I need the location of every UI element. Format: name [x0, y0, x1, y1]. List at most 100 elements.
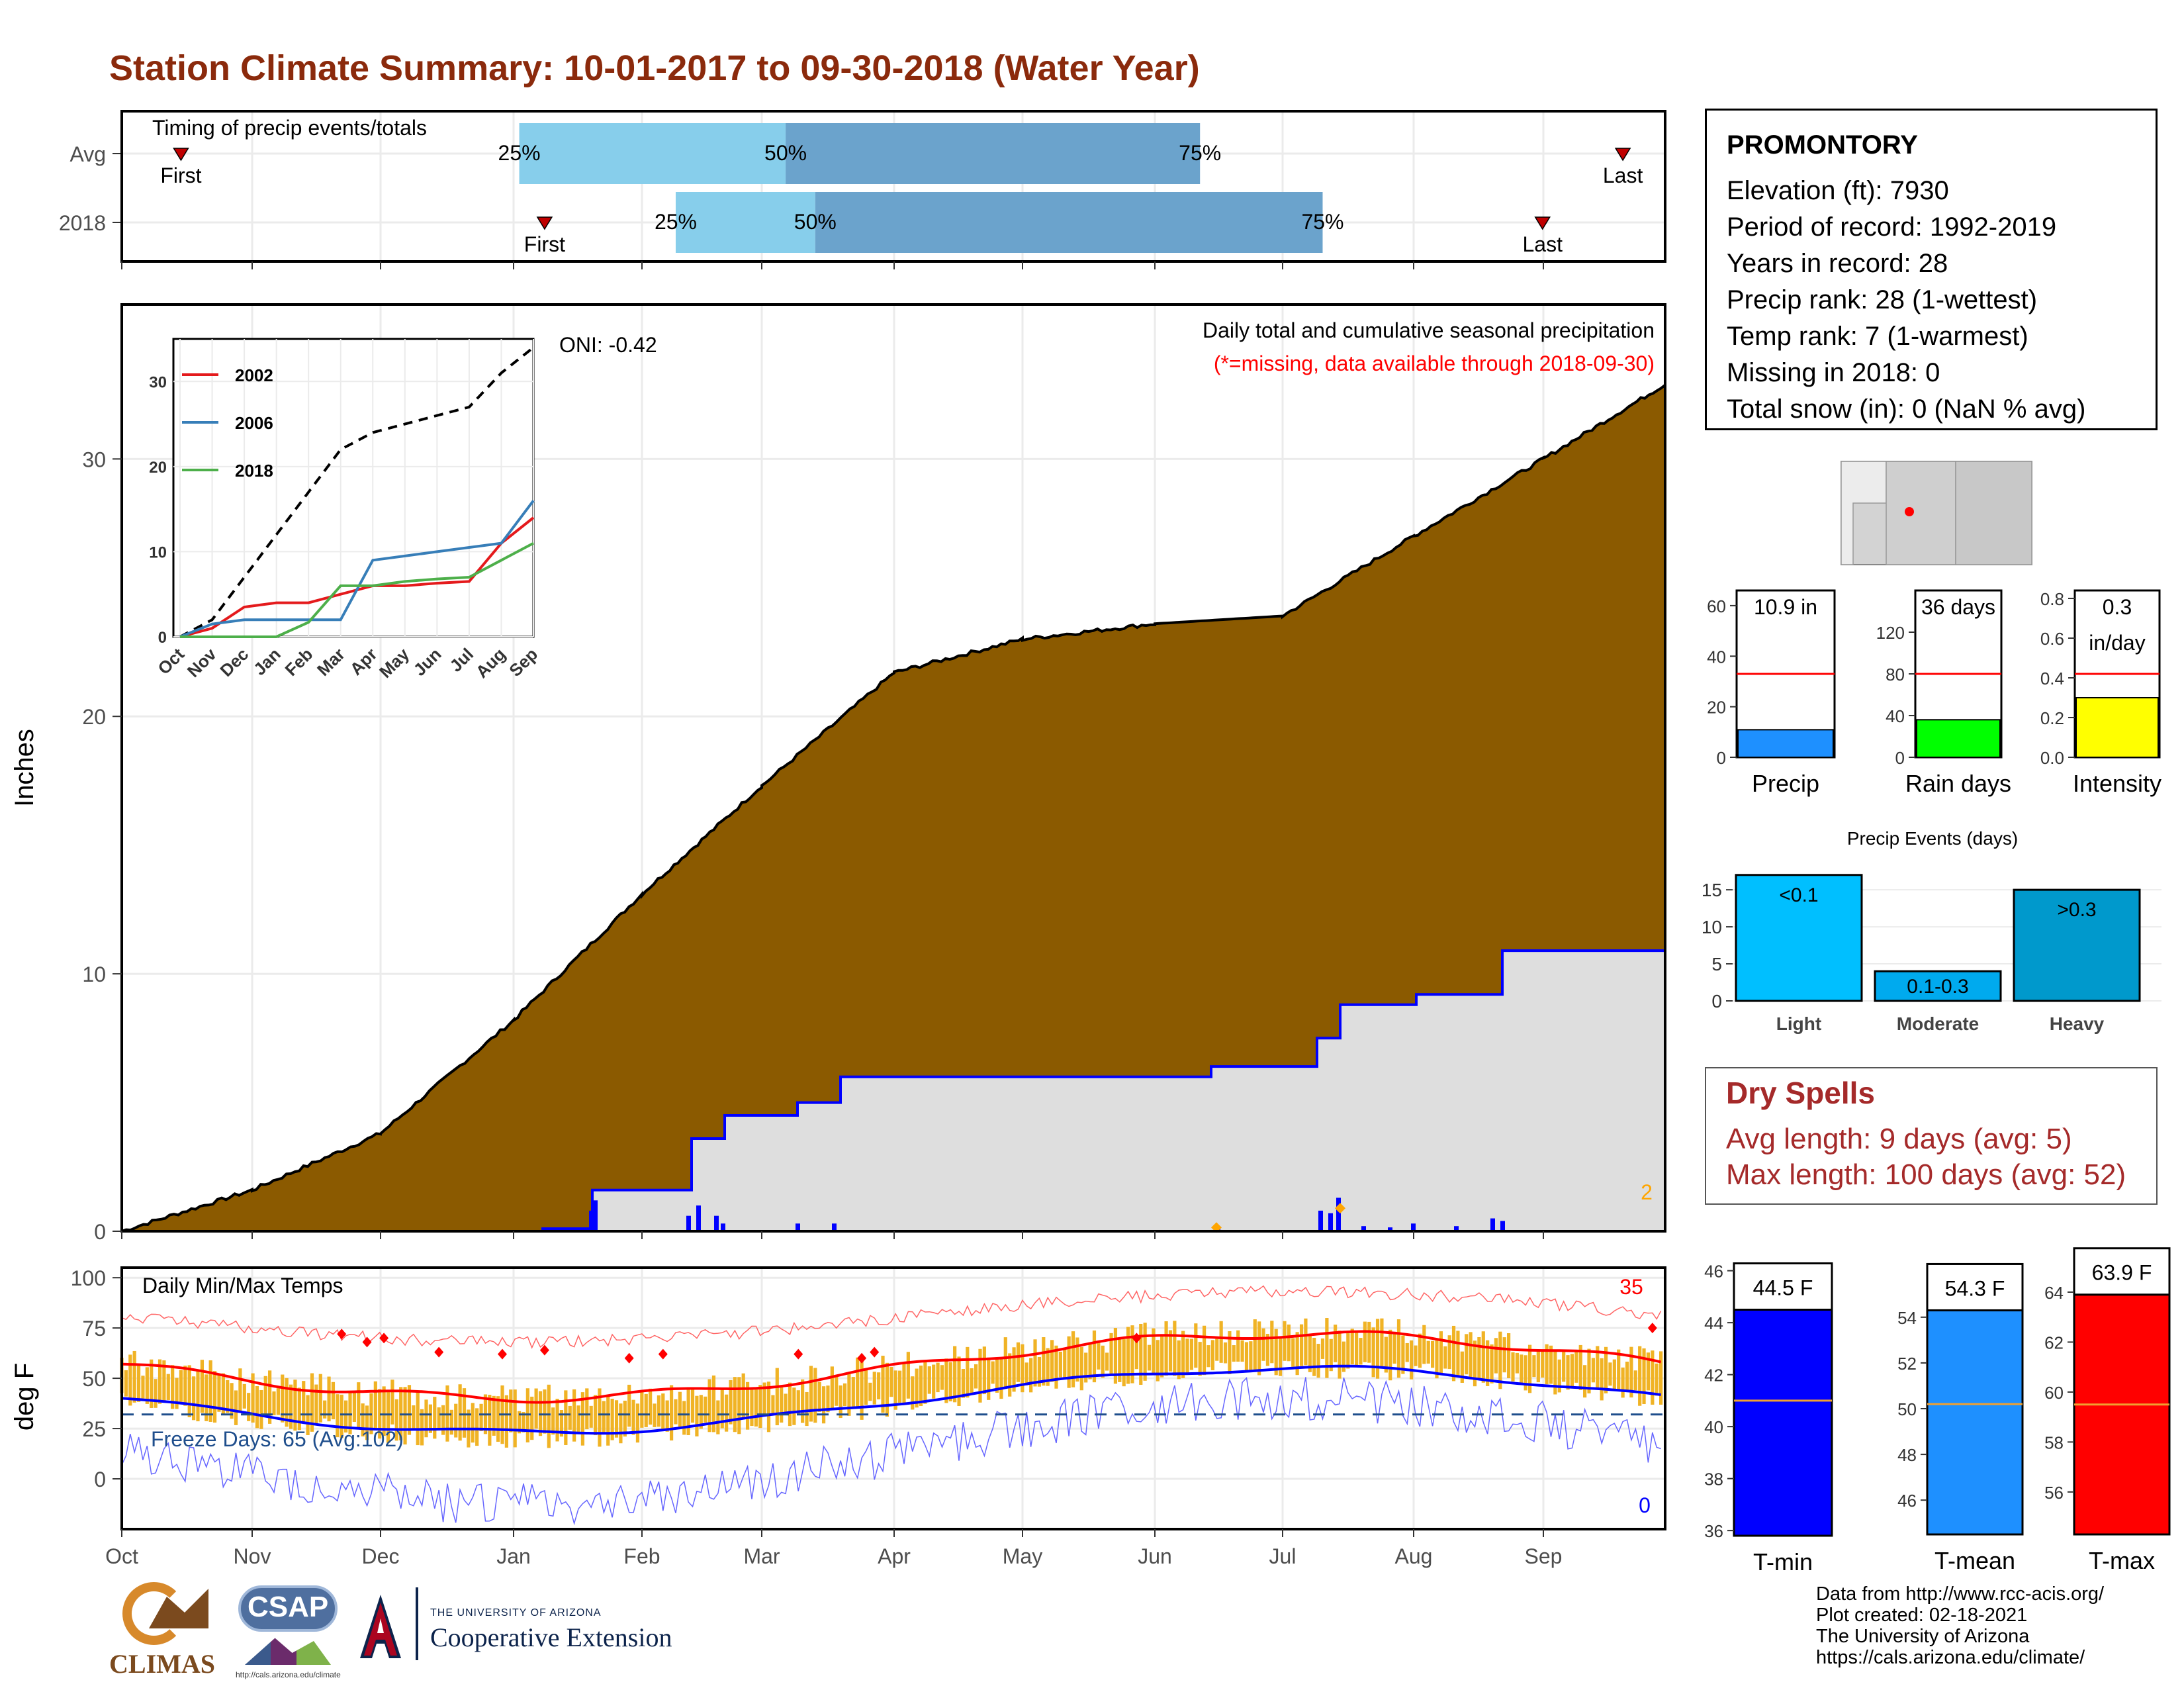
daily-temp-bar [1054, 1345, 1058, 1389]
tmean-tick: 46 [1897, 1491, 1917, 1511]
daily-temp-bar [1024, 1362, 1028, 1385]
rain-days-value: 36 days [1921, 595, 1995, 619]
event-bar-label: <0.1 [1779, 884, 1818, 906]
credit-line: https://cals.arizona.edu/climate/ [1816, 1647, 2085, 1668]
daily-temp-bar [437, 1407, 441, 1430]
daily-temp-bar [1079, 1346, 1083, 1391]
daily-temp-bar [1016, 1342, 1021, 1382]
daily-temp-bar [610, 1399, 614, 1440]
daily-precip-bar [1328, 1213, 1333, 1231]
daily-temp-bar [196, 1370, 200, 1422]
daily-temp-bar [1168, 1330, 1173, 1372]
daily-temp-bar [1084, 1352, 1088, 1383]
record-high-marker [362, 1336, 372, 1348]
daily-temp-bar [640, 1392, 644, 1428]
daily-temp-bar [1113, 1327, 1118, 1384]
daily-temp-bar [602, 1401, 606, 1434]
daily-temp-bar [1515, 1352, 1519, 1374]
y-tick-label: 100 [71, 1266, 106, 1290]
daily-temp-bar [1122, 1338, 1126, 1387]
daily-temp-bar [1460, 1351, 1464, 1383]
daily-temp-bar [394, 1399, 398, 1441]
y-tick-label: 10 [82, 962, 106, 986]
intensity-tick: 0.8 [2040, 589, 2064, 609]
daily-temp-bar [1194, 1323, 1198, 1368]
event-category: Heavy [2050, 1013, 2105, 1034]
daily-temp-bar [289, 1384, 293, 1429]
daily-temp-bar [897, 1370, 902, 1403]
daily-temp-bar [344, 1400, 348, 1433]
daily-temp-bar [1612, 1359, 1616, 1391]
daily-temp-bar [936, 1362, 940, 1393]
daily-temp-bar [504, 1395, 509, 1448]
daily-precip-bar [686, 1215, 691, 1231]
daily-temp-bar [255, 1386, 259, 1429]
daily-temp-bar [285, 1378, 289, 1427]
daily-precip-bar [1411, 1223, 1416, 1231]
daily-temp-bar [1371, 1327, 1375, 1378]
precip-total-tick: 60 [1707, 596, 1726, 616]
season-cumulative-area [122, 951, 1665, 1231]
daily-temp-bar [230, 1383, 234, 1419]
precip-total-value: 10.9 in [1754, 595, 1817, 619]
station-info-line: Precip rank: 28 (1-wettest) [1727, 285, 2038, 314]
daily-temp-bar [416, 1391, 420, 1446]
station-info-line: Elevation (ft): 7930 [1727, 176, 1949, 205]
daily-temp-bar [1291, 1338, 1295, 1367]
daily-temp-bar [839, 1385, 842, 1419]
daily-temp-bar [1342, 1341, 1346, 1372]
daily-temp-bar [1617, 1349, 1621, 1389]
tmean-tick: 50 [1897, 1399, 1917, 1419]
tmax-tick: 58 [2044, 1432, 2064, 1452]
daily-temp-bar [475, 1408, 479, 1446]
rain-days-label: Rain days [1905, 770, 2011, 797]
daily-temp-bar [1566, 1355, 1570, 1390]
daily-temp-bar [860, 1360, 864, 1420]
daily-temp-bar [771, 1395, 775, 1414]
daily-temp-bar [821, 1386, 826, 1424]
record-high-marker [379, 1333, 389, 1344]
daily-temp-bar [1553, 1350, 1557, 1395]
daily-temp-bar [323, 1400, 327, 1419]
daily-temp-bar [251, 1373, 255, 1423]
y-tick-label: 25 [82, 1417, 106, 1441]
daily-temp-bar [522, 1412, 525, 1432]
daily-temp-bar [889, 1367, 893, 1397]
daily-temp-bar [686, 1387, 690, 1436]
daily-temp-bar [1012, 1347, 1016, 1392]
daily-temp-bar [1274, 1329, 1278, 1376]
daily-temp-bar [649, 1388, 653, 1425]
last-event-marker [1534, 216, 1551, 230]
tmax-label: T-max [2089, 1547, 2155, 1574]
daily-temp-bar [1410, 1340, 1414, 1380]
daily-precip-bar [593, 1200, 598, 1231]
daily-temp-bar [1299, 1324, 1304, 1366]
daily-temp-bar [1532, 1355, 1536, 1378]
y-tick-label: 20 [82, 705, 106, 729]
daily-precip-bar [721, 1223, 725, 1231]
daily-temp-bar [1206, 1345, 1210, 1368]
daily-temp-bar [940, 1365, 944, 1390]
station-info-box: PROMONTORY Elevation (ft): 7930 Period of… [1705, 109, 2158, 430]
y-tick-label: 0 [94, 1468, 106, 1491]
tmin-tick: 44 [1704, 1313, 1723, 1333]
tmin-value: 44.5 F [1753, 1276, 1813, 1300]
quartile-label: 25% [498, 141, 541, 165]
daily-temp-bar [750, 1388, 754, 1427]
precip-chart-title: Daily total and cumulative seasonal prec… [1203, 318, 1655, 342]
events-title: Precip Events (days) [1847, 828, 2018, 849]
daily-temp-bar [171, 1365, 175, 1409]
tmean-tick: 54 [1897, 1308, 1917, 1328]
daily-temp-bar [678, 1391, 682, 1429]
daily-temp-bar [543, 1389, 547, 1434]
daily-temp-bar [868, 1382, 872, 1401]
daily-temp-bar [302, 1381, 306, 1424]
daily-temp-bar [132, 1350, 136, 1403]
daily-temp-bar [1520, 1354, 1524, 1384]
daily-temp-bar [932, 1364, 936, 1399]
daily-temp-bar [293, 1380, 297, 1431]
daily-temp-bar [1240, 1340, 1244, 1362]
daily-temp-bar [1037, 1356, 1042, 1387]
daily-temp-bar [281, 1374, 285, 1423]
daily-temp-bar [1346, 1331, 1350, 1369]
